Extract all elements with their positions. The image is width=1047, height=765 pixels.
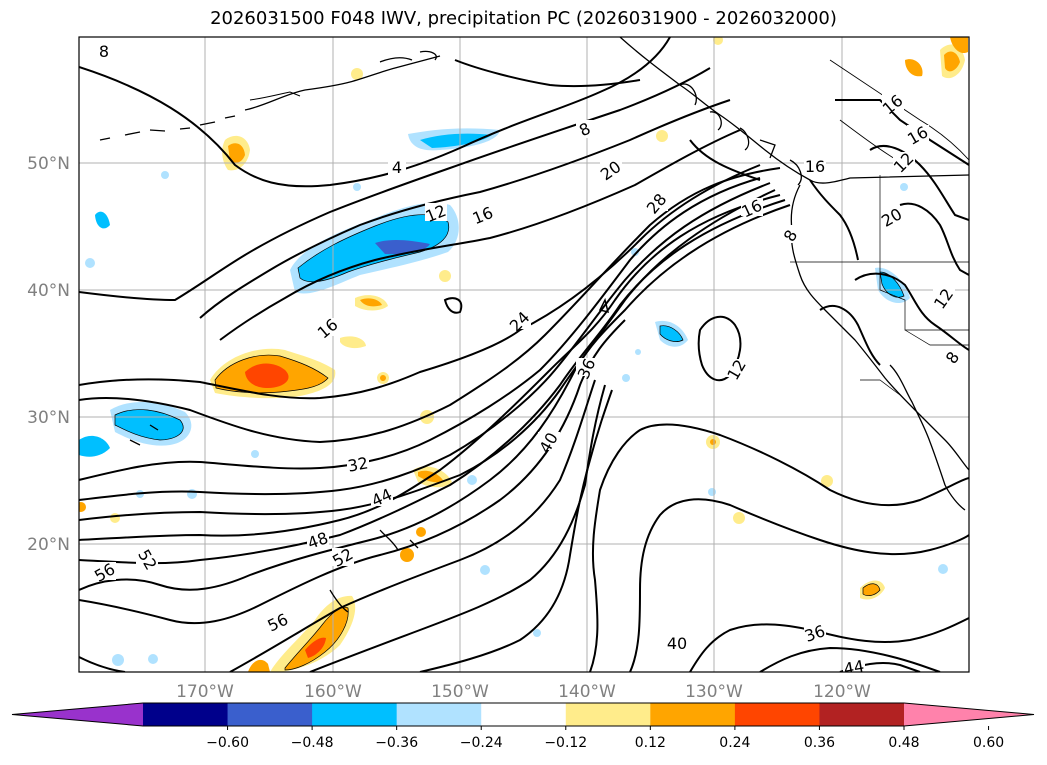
colorbar-bin — [650, 703, 736, 726]
colorbar-tick-label: −0.12 — [544, 735, 587, 751]
colorbar-extend-min — [12, 703, 143, 726]
colorbar-extend-max — [904, 703, 1034, 726]
colorbar-tick-label: 0.48 — [888, 735, 919, 751]
longitude-axis: 170°W 160°W 150°W 140°W 130°W 120°W — [176, 682, 871, 702]
lat-label-40n: 40°N — [27, 281, 70, 301]
colorbar-tick-label: −0.36 — [375, 735, 418, 751]
lat-label-30n: 30°N — [27, 408, 70, 428]
colorbar-outline — [11, 702, 1035, 727]
latitude-axis: 50°N 40°N 30°N 20°N — [27, 154, 70, 555]
colorbar-tick-label: −0.48 — [291, 735, 334, 751]
lat-label-20n: 20°N — [27, 535, 70, 555]
colorbar-bin — [396, 703, 482, 726]
colorbar-bin — [312, 703, 398, 726]
colorbar-bin — [819, 703, 905, 726]
lon-label-160w: 160°W — [304, 682, 362, 702]
lat-label-50n: 50°N — [27, 154, 70, 174]
contour-label-4: 4 — [392, 158, 402, 177]
precip-positive-shading — [79, 37, 968, 672]
contour-label-40b: 40 — [667, 634, 687, 653]
contour-label-16c: 16 — [805, 157, 825, 176]
plot-frame — [78, 36, 970, 673]
lon-label-130w: 130°W — [685, 682, 743, 702]
colorbar-tick-label: −0.24 — [460, 735, 503, 751]
political-borders — [790, 175, 969, 396]
lon-label-140w: 140°W — [558, 682, 616, 702]
colorbar-tick-label: 0.60 — [973, 735, 1004, 751]
colorbar-bin — [227, 703, 313, 726]
coastlines — [99, 37, 969, 613]
colorbar-tick-label: −0.60 — [206, 735, 249, 751]
map-plot-area: 8 4 8 12 16 20 28 16 16 16 12 20 8 — [79, 37, 969, 678]
lon-label-120w: 120°W — [813, 682, 871, 702]
colorbar-tick-label: 0.12 — [635, 735, 666, 751]
contour-label-32: 32 — [346, 453, 369, 475]
lon-label-170w: 170°W — [176, 682, 234, 702]
colorbar-tick-label: 0.36 — [804, 735, 835, 751]
colorbar-bin — [481, 703, 567, 726]
map-title: 2026031500 F048 IWV, precipitation PC (2… — [210, 8, 837, 29]
colorbar-bin — [734, 703, 820, 726]
colorbar-bin — [565, 703, 651, 726]
colorbar-bin — [143, 703, 229, 726]
contour-label-8a: 8 — [99, 42, 109, 61]
colorbar-tick-label: 0.24 — [719, 735, 750, 751]
colorbar: −0.60 −0.48 −0.36 −0.24 −0.12 0.12 0.24 0.36 0.4… — [11, 702, 1035, 751]
lon-label-150w: 150°W — [431, 682, 489, 702]
contour-label-44b: 44 — [842, 656, 865, 678]
graticule — [79, 37, 969, 672]
iwv-contours — [79, 37, 969, 672]
